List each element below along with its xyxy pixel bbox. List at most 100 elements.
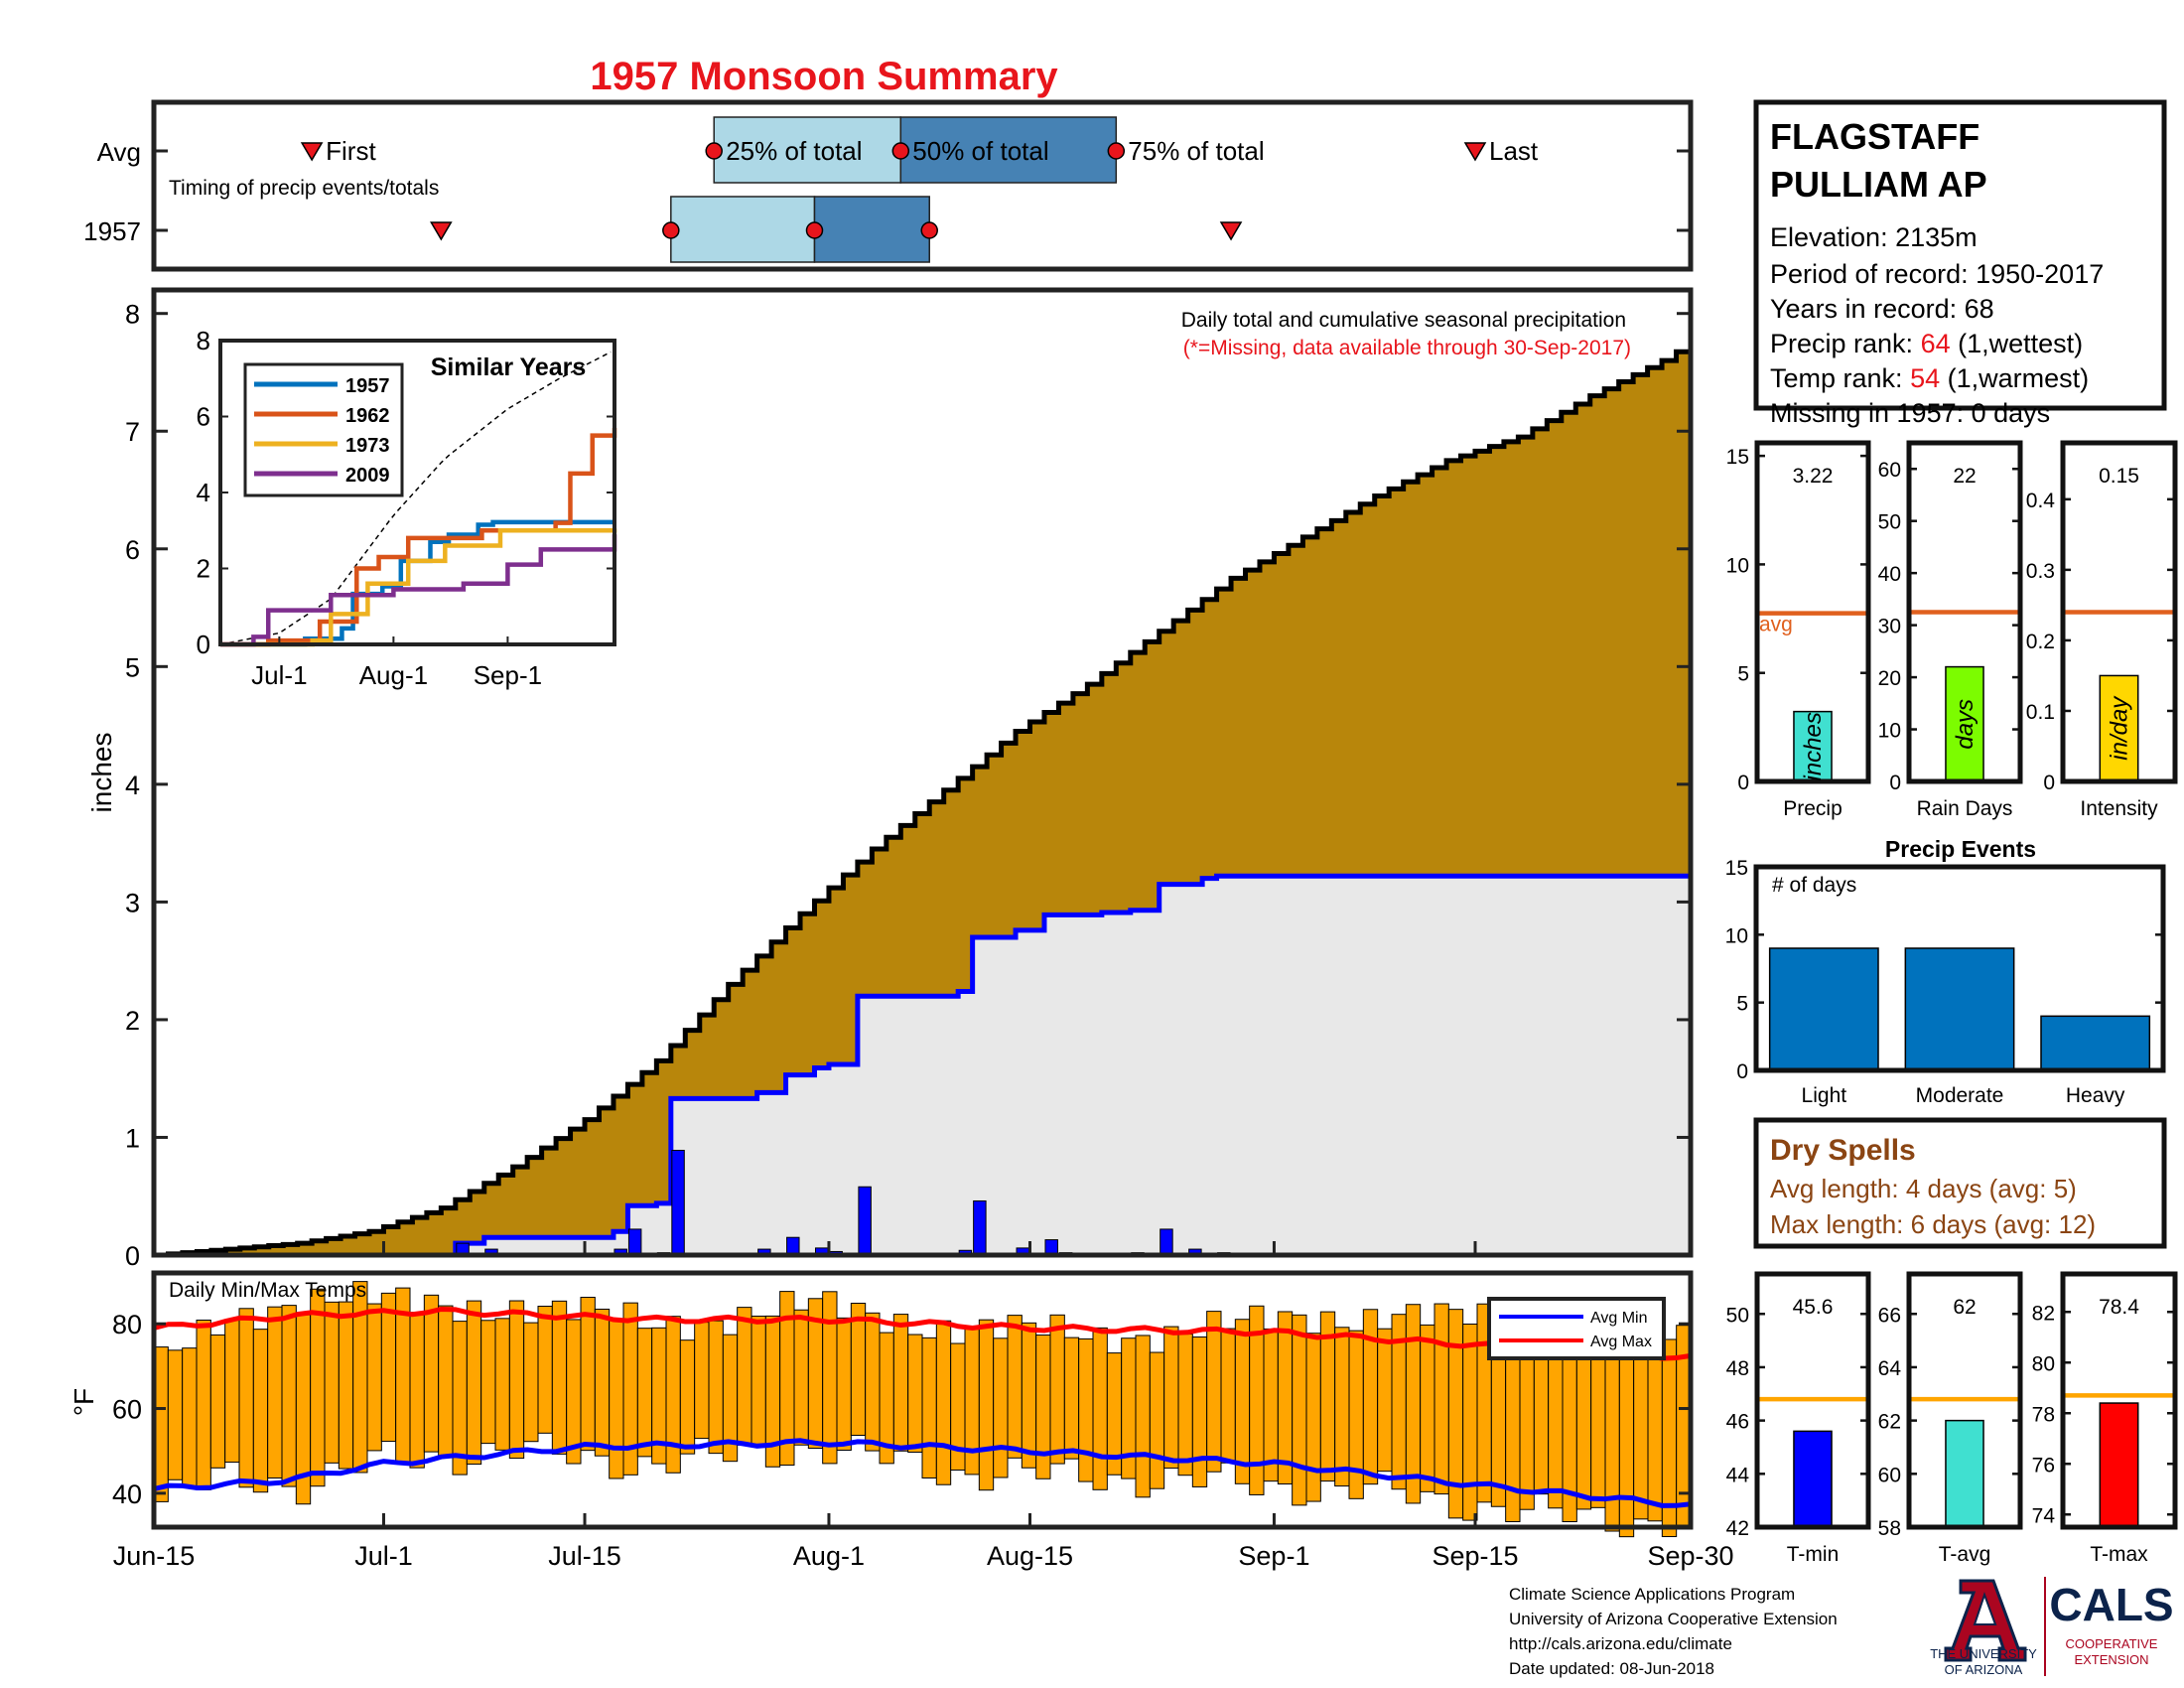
temp-y-tick-label: 80 — [112, 1310, 142, 1339]
temp-range-bar — [224, 1319, 240, 1464]
temp-range-bar — [1405, 1304, 1422, 1504]
ua-logo-line1: THE UNIVERSITY — [1930, 1646, 2037, 1661]
temp-frame — [151, 1270, 1694, 1530]
temp-range-bar — [1420, 1324, 1435, 1492]
temp-range-bar — [1277, 1311, 1294, 1485]
inset-legend: 1957 1962 1973 2009 — [243, 362, 404, 497]
summary-frame — [1754, 440, 1871, 784]
avg-p50-label: 50% of total — [912, 136, 1048, 166]
summary-y-tick-label: 50 — [1878, 511, 1901, 534]
summary-y-tick-label: 50 — [1726, 1304, 1749, 1327]
avg-first-marker — [300, 142, 324, 162]
temp-range-bar — [737, 1307, 752, 1446]
temp-range-bar — [1177, 1334, 1193, 1477]
summary-bar-precip — [1793, 710, 1833, 782]
events-bar-light — [1768, 947, 1879, 1071]
temp-range-bar — [1618, 1350, 1635, 1538]
main-missing-note: (*=Missing, data available through 30-Se… — [1183, 337, 1631, 359]
temp-range-bar — [1092, 1327, 1108, 1490]
inset-legend-label: 1957 — [345, 375, 390, 397]
temp-range-bar — [1575, 1356, 1592, 1510]
date-tick-label: Aug-1 — [793, 1541, 865, 1571]
temp-range-bar — [1462, 1323, 1478, 1521]
footer-credits: Climate Science Applications Program Uni… — [1509, 1585, 1838, 1678]
temp-range-bar — [694, 1322, 710, 1440]
temp-range-bar — [679, 1339, 696, 1455]
temp-range-bar — [196, 1320, 211, 1490]
summary-y-tick-label: 0.1 — [2026, 701, 2055, 724]
temp-range-bar — [252, 1329, 269, 1493]
temp-rank-suffix: (1,warmest) — [1940, 363, 2089, 393]
summary-frame — [1906, 440, 2023, 784]
temp-range-bar — [1305, 1333, 1321, 1502]
station-missing: Missing in 1957: 0 days — [1770, 398, 2050, 428]
inset-x-tick-label: Aug-1 — [359, 660, 428, 690]
temp-range-bar — [182, 1347, 198, 1488]
inset-y-tick-label: 4 — [197, 478, 210, 507]
inset-legend-label: 2009 — [345, 465, 390, 487]
dry-spells-frame — [1753, 1117, 2167, 1249]
summary-y-tick-label: 0 — [1889, 772, 1901, 794]
temp-range-bar — [1021, 1322, 1037, 1469]
footer-line-2: University of Arizona Cooperative Extens… — [1509, 1610, 1838, 1628]
summary-y-tick-label: 10 — [1726, 554, 1749, 577]
temp-range-bar — [921, 1336, 937, 1478]
date-tick-label: Sep-30 — [1647, 1541, 1733, 1571]
temp-range-bar — [822, 1291, 838, 1465]
main-y-tick-label: 7 — [125, 417, 140, 447]
summary-y-tick-label: 0 — [2043, 772, 2055, 794]
timing-markers: First 25% of total 50% of total 75% of tota… — [154, 136, 1691, 241]
avg-last-marker — [1463, 142, 1487, 162]
temp-rank-value: 54 — [1910, 363, 1940, 393]
temp-y-tick-label: 40 — [112, 1479, 142, 1509]
timing-panel: Avg 1957 Timing of precip events/totals … — [83, 99, 1694, 272]
summary-title: Precip — [1783, 797, 1843, 820]
year-first-marker — [430, 221, 453, 241]
temperature-panel: Daily Min/Max Temps 40 60 80 °F Avg Min Av… — [68, 1270, 1694, 1538]
summary-frame — [2060, 1271, 2178, 1530]
temp-avg-lines — [153, 1306, 1692, 1508]
summary-value: 45.6 — [1793, 1296, 1834, 1319]
temp-range-bar — [1078, 1337, 1094, 1482]
station-elevation: Elevation: 2135m — [1770, 222, 1978, 252]
temp-range-bar — [1548, 1336, 1564, 1509]
avg-box-50-75 — [899, 116, 1118, 184]
timing-frame — [151, 99, 1694, 272]
footer-line-4: Date updated: 08-Jun-2018 — [1509, 1659, 1714, 1678]
temp-range-bar — [1590, 1335, 1606, 1508]
temp-rank-label: Temp rank: — [1770, 363, 1910, 393]
cumulative-observed-fill — [154, 876, 1691, 1255]
temp-range-bar — [993, 1337, 1009, 1478]
temp-range-bar — [892, 1314, 909, 1452]
summary-frame — [1754, 1271, 1871, 1530]
cals-sub-line2: EXTENSION — [2074, 1652, 2148, 1667]
temp-range-bar — [380, 1292, 397, 1443]
avg-p75-label: 75% of total — [1128, 136, 1264, 166]
temp-range-bar — [865, 1312, 881, 1452]
temp-range-bar — [366, 1303, 382, 1452]
summary-y-tick-label: 82 — [2032, 1302, 2055, 1325]
temp-y-axis: 40 60 80 — [112, 1310, 1691, 1509]
main-note: Daily total and cumulative seasonal prec… — [1181, 309, 1626, 332]
temp-range-bar — [508, 1300, 525, 1460]
summary-y-tick-label: 80 — [2032, 1352, 2055, 1375]
ua-logo-line2: OF ARIZONA — [1945, 1662, 2023, 1677]
temp-range-bar — [1533, 1346, 1550, 1495]
cals-wordmark: CALS — [2049, 1579, 2173, 1630]
summary-value: 78.4 — [2099, 1296, 2139, 1319]
summary-y-tick-label: 10 — [1878, 720, 1901, 743]
main-y-tick-label: 2 — [125, 1006, 140, 1036]
figure-title: 1957 Monsoon Summary — [590, 55, 1058, 98]
precip-rank-label: Precip rank: — [1770, 329, 1921, 358]
station-temp-rank: Temp rank: 54 (1,warmest) — [1770, 363, 2089, 393]
temp-range-bar — [1135, 1335, 1151, 1498]
temp-range-bar — [1234, 1319, 1251, 1484]
date-tick-label: Sep-15 — [1432, 1541, 1518, 1571]
temp-legend-max-label: Avg Max — [1590, 1334, 1652, 1350]
year-box-25-50 — [670, 196, 816, 263]
events-y-tick-label: 15 — [1725, 857, 1748, 880]
temp-range-bar — [1377, 1328, 1393, 1473]
footer-line-3: http://cals.arizona.edu/climate — [1509, 1634, 1732, 1653]
inset-series-2009 — [220, 534, 617, 647]
